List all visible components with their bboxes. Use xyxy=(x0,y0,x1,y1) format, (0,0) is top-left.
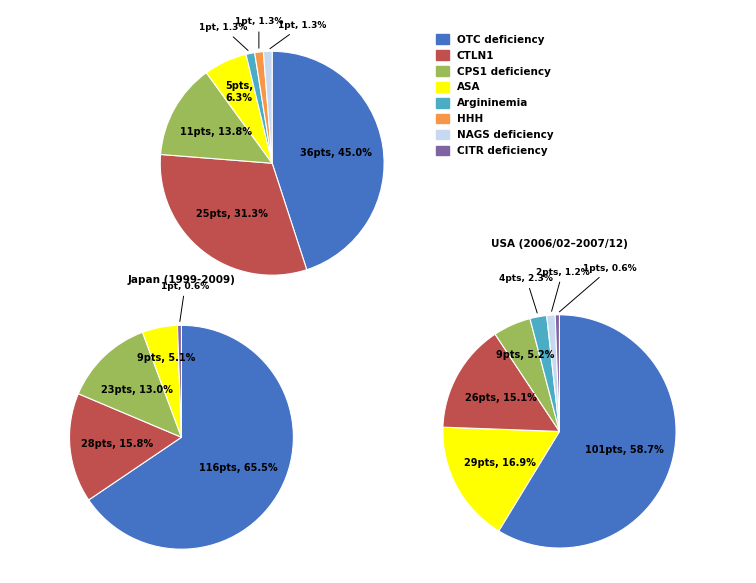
Text: 9pts, 5.1%: 9pts, 5.1% xyxy=(137,353,195,363)
Title: USA (2006/02–2007/12): USA (2006/02–2007/12) xyxy=(491,239,628,249)
Wedge shape xyxy=(79,332,181,437)
Text: 4pts, 2.3%: 4pts, 2.3% xyxy=(500,274,553,313)
Wedge shape xyxy=(443,427,559,531)
Text: 26pts, 15.1%: 26pts, 15.1% xyxy=(464,394,537,403)
Text: 23pts, 13.0%: 23pts, 13.0% xyxy=(101,385,172,395)
Wedge shape xyxy=(255,52,272,163)
Wedge shape xyxy=(70,394,181,500)
Wedge shape xyxy=(547,315,559,431)
Text: 29pts, 16.9%: 29pts, 16.9% xyxy=(464,458,536,468)
Wedge shape xyxy=(88,325,293,549)
Text: 1pts, 0.6%: 1pts, 0.6% xyxy=(559,264,637,312)
Text: 2pts, 1.2%: 2pts, 1.2% xyxy=(536,268,590,311)
Wedge shape xyxy=(530,315,559,431)
Wedge shape xyxy=(499,315,676,548)
Wedge shape xyxy=(263,51,272,163)
Text: 9pts, 5.2%: 9pts, 5.2% xyxy=(496,350,554,360)
Wedge shape xyxy=(178,325,181,437)
Text: 101pts, 58.7%: 101pts, 58.7% xyxy=(585,445,664,455)
Text: 1pt, 1.3%: 1pt, 1.3% xyxy=(234,17,283,48)
Text: 11pts, 13.8%: 11pts, 13.8% xyxy=(179,127,252,136)
Wedge shape xyxy=(160,154,307,275)
Wedge shape xyxy=(246,52,272,163)
Text: 25pts, 31.3%: 25pts, 31.3% xyxy=(196,209,268,219)
Wedge shape xyxy=(555,315,559,431)
Wedge shape xyxy=(495,319,559,431)
Wedge shape xyxy=(272,51,384,270)
Text: 1pt, 0.6%: 1pt, 0.6% xyxy=(161,282,209,321)
Legend: OTC deficiency, CTLN1, CPS1 deficiency, ASA, Argininemia, HHH, NAGS deficiency, : OTC deficiency, CTLN1, CPS1 deficiency, … xyxy=(436,34,553,156)
Text: 36pts, 45.0%: 36pts, 45.0% xyxy=(300,148,372,158)
Text: 5pts,
6.3%: 5pts, 6.3% xyxy=(225,81,253,103)
Title: Japan (1999-2009): Japan (1999-2009) xyxy=(128,275,235,286)
Text: 1pt, 1.3%: 1pt, 1.3% xyxy=(270,21,326,48)
Text: 28pts, 15.8%: 28pts, 15.8% xyxy=(81,438,153,448)
Wedge shape xyxy=(143,325,181,437)
Text: 1pt, 1.3%: 1pt, 1.3% xyxy=(199,23,248,51)
Text: 116pts, 65.5%: 116pts, 65.5% xyxy=(200,463,278,473)
Wedge shape xyxy=(160,73,272,163)
Wedge shape xyxy=(443,334,559,431)
Wedge shape xyxy=(206,54,272,163)
